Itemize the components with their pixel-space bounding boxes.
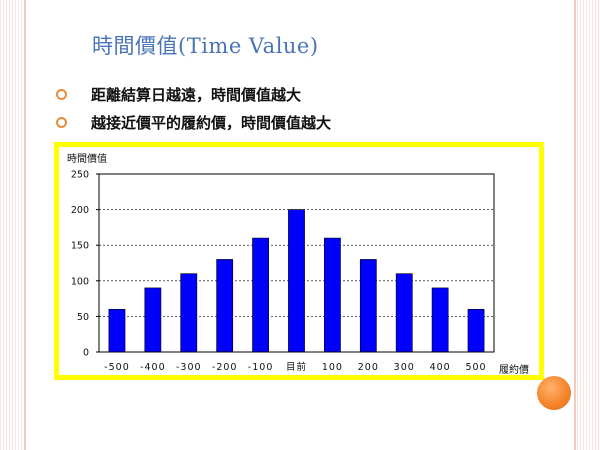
chart-frame: 時間價值 履約價 0 50 100 150 200 250 -500 -400 -300 -20…: [54, 142, 544, 380]
x-tick-label: 200: [358, 362, 379, 373]
bar--300: [180, 273, 198, 353]
x-tick-labels: -500 -400 -300 -200 -100 目前 100 200 300 400 500: [104, 361, 486, 373]
y-tick-label: 50: [77, 312, 89, 323]
y-tick-label: 150: [71, 241, 89, 252]
x-tick-label: -400: [140, 362, 166, 373]
bar--400: [144, 287, 162, 353]
bar-目前: [288, 209, 305, 353]
bars: [108, 209, 485, 353]
bar--500: [108, 308, 126, 353]
bar-500: [467, 308, 485, 353]
ring-bullet-icon: [56, 89, 67, 100]
bullet-text: 越接近價平的履約價，時間價值越大: [91, 113, 332, 132]
y-tick-label: 0: [83, 348, 89, 359]
y-axis-title: 時間價值: [67, 152, 107, 165]
bar--200: [216, 259, 234, 353]
bullet-item: 越接近價平的履約價，時間價值越大: [56, 108, 331, 136]
plot-area-border: [98, 173, 495, 353]
x-tick-label: -200: [212, 362, 238, 373]
x-axis-title: 履約價: [499, 363, 529, 375]
bar-200: [359, 259, 377, 353]
y-tick-label: 100: [71, 276, 89, 287]
x-tick-label: 100: [322, 362, 343, 373]
y-tick-label: 250: [71, 170, 89, 181]
x-tick-label: -100: [248, 362, 274, 373]
bar--100: [252, 237, 269, 353]
x-tick-label: -300: [176, 362, 202, 373]
x-tick-label: -500: [104, 362, 130, 373]
bullet-text: 距離結算日越遠，時間價值越大: [91, 85, 302, 104]
orange-circle-decoration: [537, 376, 571, 410]
bar-300: [395, 273, 413, 353]
right-border-decoration: [574, 0, 600, 450]
bar-chart: 時間價值 履約價 0 50 100 150 200 250 -500 -400 -300 -20…: [67, 152, 529, 375]
x-tick-label: 500: [465, 362, 486, 373]
bullet-list: 距離結算日越遠，時間價值越大 越接近價平的履約價，時間價值越大: [56, 80, 331, 136]
y-tick-label: 200: [71, 205, 89, 216]
bullet-item: 距離結算日越遠，時間價值越大: [56, 80, 331, 108]
left-border-decoration: [0, 0, 26, 450]
y-tick-labels: 0 50 100 150 200 250: [71, 170, 99, 359]
x-tick-label: 目前: [286, 361, 307, 373]
slide-title: 時間價值(Time Value): [92, 34, 319, 58]
ring-bullet-icon: [56, 117, 67, 128]
x-tick-label: 400: [430, 362, 451, 373]
x-tick-label: 300: [394, 362, 415, 373]
bar-100: [324, 237, 341, 353]
bar-400: [431, 287, 449, 353]
